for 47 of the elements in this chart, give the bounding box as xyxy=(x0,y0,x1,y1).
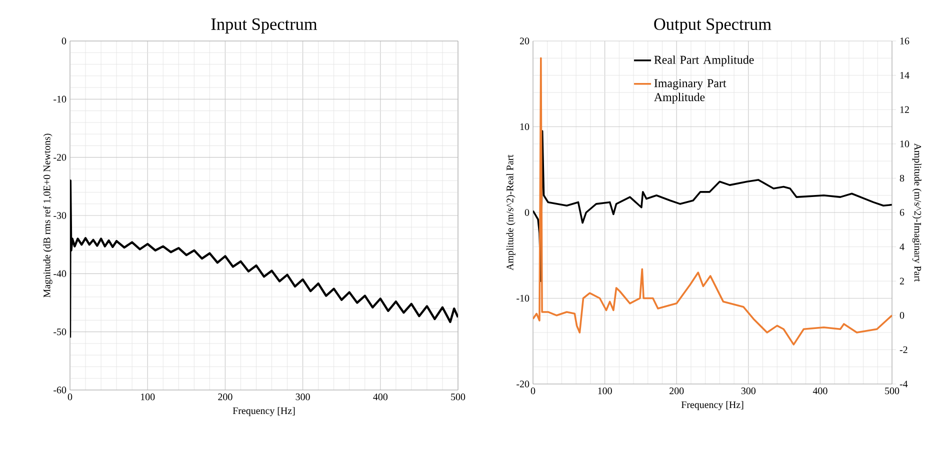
line-series xyxy=(533,57,892,346)
chart-title: Output Spectrum xyxy=(654,18,772,34)
y2-tick-label: 12 xyxy=(900,106,909,113)
x-tick-label: 200 xyxy=(218,394,232,400)
x-tick-label: 300 xyxy=(296,394,310,400)
y-tick-label: -10 xyxy=(54,96,66,103)
x-tick-label: 100 xyxy=(598,388,612,394)
x-tick-label: 200 xyxy=(670,388,684,394)
line-series xyxy=(533,130,892,282)
x-axis-title: Frequency [Hz] xyxy=(681,401,744,410)
x-tick-label: 300 xyxy=(741,388,756,394)
x-tick-label: 500 xyxy=(885,388,900,394)
y2-tick-label: 6 xyxy=(900,209,904,216)
line-series xyxy=(70,180,458,339)
y2-tick-label: 2 xyxy=(900,278,904,284)
y-tick-label: -50 xyxy=(54,328,66,336)
x-tick-label: 400 xyxy=(812,388,828,394)
y-tick-label: -40 xyxy=(54,270,66,278)
y2-tick-label: 14 xyxy=(900,72,910,79)
x-tick-label: 400 xyxy=(373,394,388,400)
y2-tick-label: 0 xyxy=(900,312,904,319)
y2-tick-label: 8 xyxy=(900,174,904,182)
x-tick-label: 0 xyxy=(530,388,536,394)
y-tick-label: -30 xyxy=(54,212,66,219)
y2-tick-label: -4 xyxy=(900,380,908,388)
legend-label: Imaginary Part Amplitude xyxy=(654,79,726,104)
y2-tick-label: 10 xyxy=(900,140,910,148)
y2-tick-label: 16 xyxy=(900,38,910,44)
y-tick-label: 0 xyxy=(524,209,530,216)
x-tick-label: 0 xyxy=(68,394,72,400)
y-tick-label: 10 xyxy=(520,123,530,130)
y-tick-label: -10 xyxy=(516,294,530,302)
y-tick-label: -60 xyxy=(54,386,66,394)
x-axis-title: Frequency [Hz] xyxy=(232,407,295,416)
y-tick-label: -20 xyxy=(54,154,66,161)
y-tick-label: 0 xyxy=(62,38,66,44)
legend-label: Real Part Amplitude xyxy=(654,55,754,66)
x-tick-label: 100 xyxy=(141,394,155,400)
y2-tick-label: -2 xyxy=(900,346,908,353)
y-tick-label: -20 xyxy=(516,380,530,388)
y2-axis-title: Amplitude (m/s^2)-Imaginary Part xyxy=(912,143,922,282)
x-tick-label: 500 xyxy=(451,394,466,400)
y-tick-label: 20 xyxy=(520,38,530,44)
y2-tick-label: 4 xyxy=(900,244,904,250)
y-axis-title: Magnitude (dB rms ref 1,0E+0 Newtons) xyxy=(43,134,52,298)
chart-title: Input Spectrum xyxy=(211,18,318,34)
y-axis-title: Amplitude (m/s^2)-Real Part xyxy=(506,154,516,270)
